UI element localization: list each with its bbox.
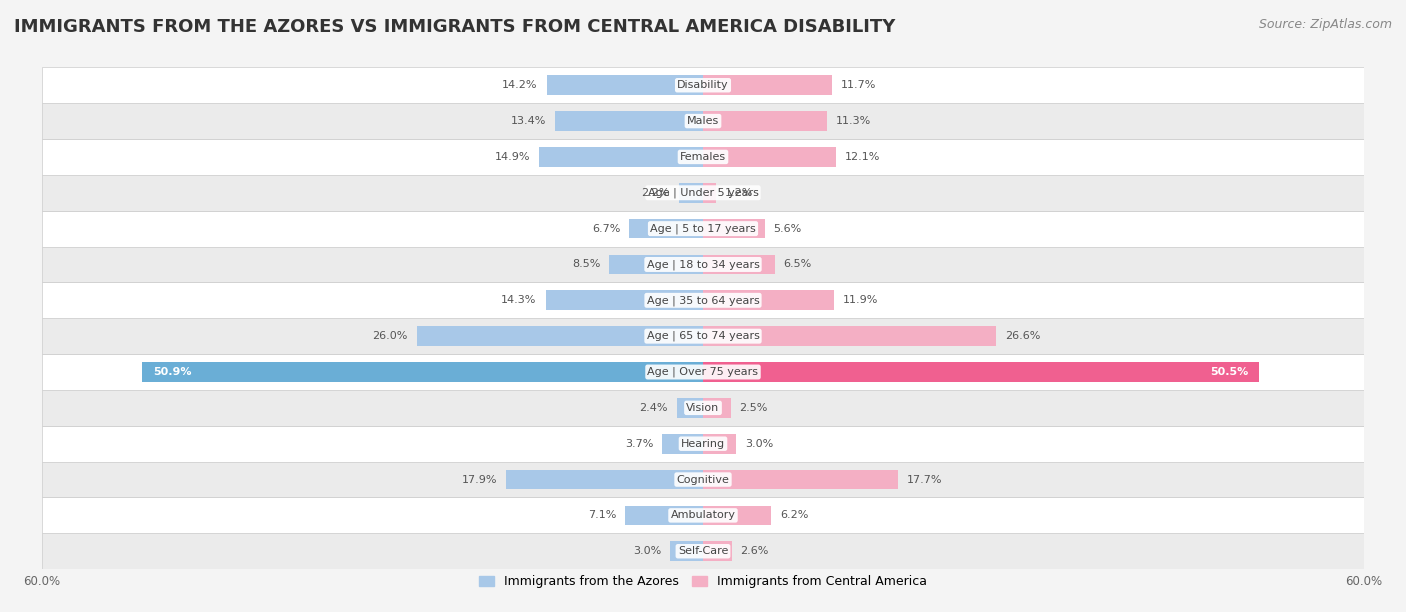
- Text: 17.9%: 17.9%: [461, 474, 498, 485]
- Bar: [42, 390, 1364, 426]
- Bar: [624, 506, 703, 525]
- Bar: [42, 67, 1364, 103]
- Bar: [416, 326, 703, 346]
- Bar: [703, 183, 716, 203]
- Text: 2.5%: 2.5%: [740, 403, 768, 413]
- Text: 14.2%: 14.2%: [502, 80, 537, 90]
- Bar: [703, 434, 737, 453]
- Text: Age | Under 5 years: Age | Under 5 years: [648, 187, 758, 198]
- Bar: [506, 469, 703, 490]
- Text: 26.0%: 26.0%: [373, 331, 408, 341]
- Text: 13.4%: 13.4%: [512, 116, 547, 126]
- Text: 6.5%: 6.5%: [783, 259, 811, 269]
- Bar: [42, 175, 1364, 211]
- Bar: [546, 291, 703, 310]
- Bar: [547, 75, 703, 95]
- Text: 5.6%: 5.6%: [773, 223, 801, 234]
- Text: 11.9%: 11.9%: [842, 296, 879, 305]
- Bar: [703, 218, 765, 239]
- Bar: [42, 461, 1364, 498]
- Text: 26.6%: 26.6%: [1005, 331, 1040, 341]
- Text: Males: Males: [688, 116, 718, 126]
- Text: Hearing: Hearing: [681, 439, 725, 449]
- Bar: [555, 111, 703, 131]
- Text: Source: ZipAtlas.com: Source: ZipAtlas.com: [1258, 18, 1392, 31]
- Text: 6.7%: 6.7%: [592, 223, 620, 234]
- Text: Females: Females: [681, 152, 725, 162]
- Text: 2.2%: 2.2%: [641, 188, 669, 198]
- Bar: [42, 354, 1364, 390]
- Text: 50.9%: 50.9%: [153, 367, 191, 377]
- Legend: Immigrants from the Azores, Immigrants from Central America: Immigrants from the Azores, Immigrants f…: [474, 570, 932, 593]
- Bar: [42, 498, 1364, 533]
- Bar: [703, 255, 775, 274]
- Bar: [676, 398, 703, 418]
- Text: 50.5%: 50.5%: [1211, 367, 1249, 377]
- Text: Disability: Disability: [678, 80, 728, 90]
- Bar: [703, 147, 837, 167]
- Bar: [679, 183, 703, 203]
- Text: 14.9%: 14.9%: [495, 152, 530, 162]
- Bar: [669, 542, 703, 561]
- Text: Age | 18 to 34 years: Age | 18 to 34 years: [647, 259, 759, 270]
- Bar: [703, 506, 772, 525]
- Bar: [609, 255, 703, 274]
- Bar: [703, 291, 834, 310]
- Text: 3.0%: 3.0%: [745, 439, 773, 449]
- Text: 14.3%: 14.3%: [502, 296, 537, 305]
- Bar: [703, 398, 731, 418]
- Text: 11.7%: 11.7%: [841, 80, 876, 90]
- Text: Vision: Vision: [686, 403, 720, 413]
- Bar: [142, 362, 703, 382]
- Bar: [703, 326, 995, 346]
- Text: 11.3%: 11.3%: [837, 116, 872, 126]
- Text: Age | 5 to 17 years: Age | 5 to 17 years: [650, 223, 756, 234]
- Bar: [42, 139, 1364, 175]
- Bar: [630, 218, 703, 239]
- Text: Age | 65 to 74 years: Age | 65 to 74 years: [647, 331, 759, 341]
- Text: 2.4%: 2.4%: [640, 403, 668, 413]
- Text: 2.6%: 2.6%: [741, 547, 769, 556]
- Bar: [703, 469, 898, 490]
- Text: 17.7%: 17.7%: [907, 474, 942, 485]
- Bar: [703, 111, 828, 131]
- Text: 3.7%: 3.7%: [626, 439, 654, 449]
- Bar: [42, 282, 1364, 318]
- Text: 1.2%: 1.2%: [725, 188, 754, 198]
- Text: 12.1%: 12.1%: [845, 152, 880, 162]
- Bar: [42, 318, 1364, 354]
- Text: Age | Over 75 years: Age | Over 75 years: [648, 367, 758, 377]
- Text: Age | 35 to 64 years: Age | 35 to 64 years: [647, 295, 759, 305]
- Text: Cognitive: Cognitive: [676, 474, 730, 485]
- Bar: [42, 533, 1364, 569]
- Bar: [42, 247, 1364, 282]
- Bar: [538, 147, 703, 167]
- Bar: [42, 211, 1364, 247]
- Text: 7.1%: 7.1%: [588, 510, 616, 520]
- Text: 8.5%: 8.5%: [572, 259, 600, 269]
- Bar: [42, 426, 1364, 461]
- Bar: [703, 362, 1260, 382]
- Text: Ambulatory: Ambulatory: [671, 510, 735, 520]
- Bar: [703, 542, 731, 561]
- Bar: [42, 103, 1364, 139]
- Text: 3.0%: 3.0%: [633, 547, 661, 556]
- Text: 6.2%: 6.2%: [780, 510, 808, 520]
- Text: IMMIGRANTS FROM THE AZORES VS IMMIGRANTS FROM CENTRAL AMERICA DISABILITY: IMMIGRANTS FROM THE AZORES VS IMMIGRANTS…: [14, 18, 896, 36]
- Text: Self-Care: Self-Care: [678, 547, 728, 556]
- Bar: [703, 75, 832, 95]
- Bar: [662, 434, 703, 453]
